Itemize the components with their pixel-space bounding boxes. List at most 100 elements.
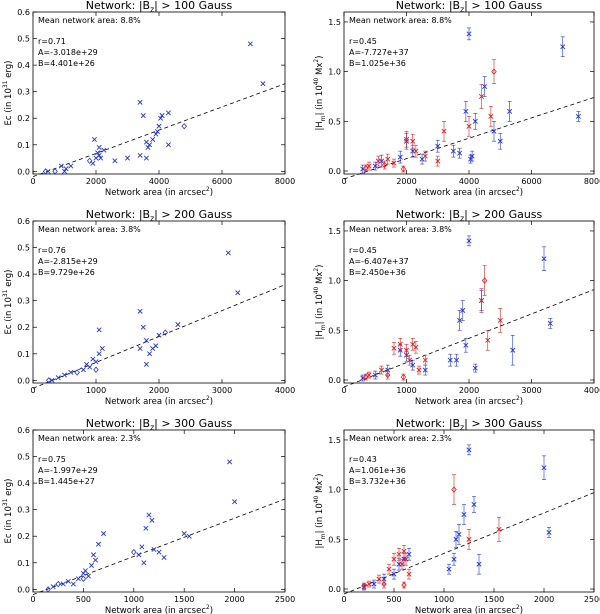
x-axis-label: Network area (in arcsec2) <box>105 604 213 614</box>
data-point-cross <box>99 345 105 351</box>
data-point-cross <box>391 556 397 562</box>
data-point-cross <box>227 459 233 465</box>
x-tick-label: 500 <box>386 595 401 604</box>
data-point-cross <box>413 344 419 350</box>
data-point-diamond <box>86 157 93 164</box>
data-point-cross <box>85 573 91 579</box>
x-tick-label: 2500 <box>275 595 295 604</box>
data-point-cross <box>80 570 86 576</box>
data-point-cross <box>461 511 467 517</box>
y-tick-label: 0.6 <box>17 8 30 17</box>
y-tick-label: 0.5 <box>328 117 341 126</box>
annotation-1: Mean network area: 2.3% <box>38 434 141 443</box>
data-point-cross <box>91 136 97 142</box>
annotation-4: B=4.401e+26 <box>38 59 95 68</box>
data-point-diamond <box>42 168 49 174</box>
x-tick-label: 4000 <box>459 177 479 186</box>
data-point-cross <box>472 118 478 124</box>
data-point-cross <box>96 351 102 357</box>
data-point-cross <box>497 317 503 323</box>
data-point-cross <box>151 546 157 553</box>
data-point-cross <box>98 155 104 161</box>
x-tick-label: 2000 <box>86 177 106 186</box>
data-point-cross <box>137 308 143 314</box>
data-point-cross <box>450 148 456 154</box>
data-point-cross <box>482 84 488 90</box>
x-tick-label: 8000 <box>275 177 295 186</box>
data-point-cross <box>456 531 462 537</box>
y-tick-label: 0.6 <box>17 426 30 435</box>
annotation-4: B=3.732e+36 <box>349 477 406 486</box>
data-point-cross <box>386 566 392 572</box>
x-tick-label: 0 <box>30 386 35 395</box>
y-axis-label: |Hm| (in 1040 Mx2) <box>313 56 327 131</box>
data-point-cross <box>447 357 453 363</box>
y-tick-label: 0.0 <box>328 167 341 176</box>
data-point-cross <box>466 123 472 129</box>
panel-3: Network: |Bz| > 200 Gauss 0 1000 2000 3000 40… <box>2 208 295 407</box>
data-point-cross <box>181 531 187 537</box>
data-point-cross <box>68 163 74 169</box>
data-point-cross <box>371 581 377 587</box>
data-point-cross <box>153 131 159 137</box>
data-point-cross <box>50 584 56 590</box>
data-point-cross <box>460 307 466 313</box>
data-point-cross <box>466 238 472 244</box>
markers <box>46 250 241 383</box>
annotation-1: Mean network area: 2.3% <box>349 434 452 443</box>
data-point-cross <box>435 158 441 164</box>
y-axis-label: |Hm| (in 1040 Mx2) <box>313 474 327 549</box>
data-point-cross <box>70 581 76 587</box>
annotation-3: A=-3.018e+29 <box>38 48 98 57</box>
data-point-diamond <box>400 373 407 381</box>
x-tick-label: 3000 <box>212 386 232 395</box>
data-point-cross <box>478 93 485 99</box>
panel-title: Network: |Bz| > 100 Gauss <box>396 0 543 14</box>
data-point-cross <box>407 357 413 363</box>
data-point-diamond <box>46 377 52 383</box>
data-point-cross <box>463 108 469 114</box>
x-tick-label: 4000 <box>275 386 295 395</box>
data-point-cross <box>375 158 381 164</box>
data-point-cross <box>143 525 149 531</box>
data-point-cross <box>391 571 397 577</box>
data-point-cross <box>61 372 68 378</box>
data-point-cross <box>88 562 94 568</box>
data-point-cross <box>397 341 403 347</box>
data-point-diamond <box>181 122 187 130</box>
data-point-cross <box>137 99 143 105</box>
annotation-3: A=-7.727e+37 <box>349 48 409 57</box>
y-tick-label: 0.0 <box>328 376 341 385</box>
data-point-diamond <box>363 373 369 381</box>
data-point-cross <box>403 347 410 353</box>
data-point-cross <box>401 548 407 554</box>
data-point-cross <box>145 144 151 150</box>
data-point-cross <box>153 343 159 349</box>
y-tick-label: 0.0 <box>17 585 30 594</box>
data-point-cross <box>260 81 266 87</box>
x-axis-label: Network area (in arcsec2) <box>415 186 523 198</box>
data-point-cross <box>147 142 153 148</box>
y-tick-label: 0.1 <box>17 350 30 359</box>
data-point-cross <box>510 347 516 353</box>
annotation-3: A=-6.407e+37 <box>349 257 409 266</box>
markers <box>45 459 238 592</box>
data-point-cross <box>140 324 146 330</box>
data-point-cross <box>406 571 412 577</box>
data-point-cross <box>141 560 147 566</box>
data-point-cross <box>457 150 463 156</box>
x-tick-label: 1000 <box>86 386 106 395</box>
y-tick-label: 0.2 <box>17 323 30 332</box>
data-point-cross <box>478 297 485 304</box>
annotation-2: r=0.43 <box>349 455 377 464</box>
y-tick-label: 0.2 <box>17 532 30 541</box>
y-tick-label: 0.3 <box>17 506 30 515</box>
y-tick-label: 0.3 <box>17 297 30 306</box>
x-axis-label: Network area (in arcsec2) <box>415 604 523 614</box>
x-tick-label: 6000 <box>521 177 541 186</box>
data-point-cross <box>410 138 416 144</box>
data-point-cross <box>235 290 241 296</box>
data-point-cross <box>463 342 469 348</box>
data-point-cross <box>146 512 152 518</box>
